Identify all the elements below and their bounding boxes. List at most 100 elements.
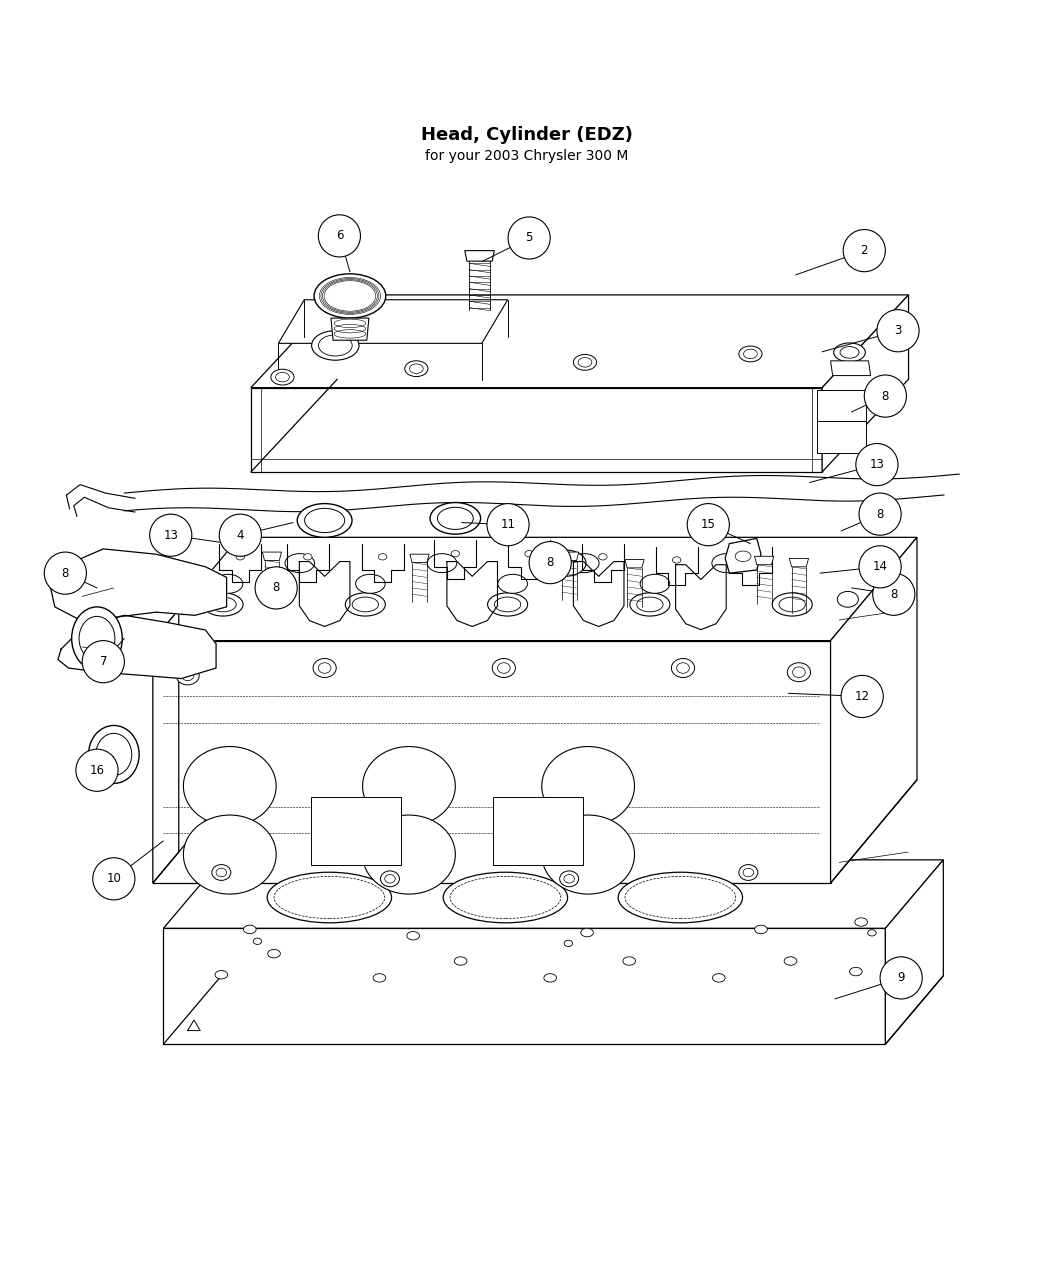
Polygon shape	[262, 552, 281, 561]
Ellipse shape	[72, 607, 122, 670]
Ellipse shape	[743, 868, 754, 877]
Polygon shape	[163, 859, 943, 928]
Text: 3: 3	[895, 324, 901, 337]
Ellipse shape	[407, 931, 419, 940]
Ellipse shape	[569, 554, 599, 572]
Ellipse shape	[623, 956, 636, 965]
Ellipse shape	[203, 593, 243, 616]
Ellipse shape	[430, 503, 481, 534]
Ellipse shape	[176, 665, 199, 684]
Text: Head, Cylinder (EDZ): Head, Cylinder (EDZ)	[421, 125, 633, 144]
Ellipse shape	[744, 349, 757, 359]
Text: 8: 8	[62, 567, 69, 580]
Polygon shape	[278, 300, 508, 344]
Ellipse shape	[305, 508, 345, 533]
Ellipse shape	[618, 872, 742, 923]
Polygon shape	[251, 388, 822, 472]
Ellipse shape	[271, 369, 294, 384]
Circle shape	[93, 858, 135, 900]
Ellipse shape	[410, 364, 424, 373]
Ellipse shape	[253, 939, 261, 945]
Text: 7: 7	[99, 655, 108, 668]
Circle shape	[150, 515, 192, 557]
Ellipse shape	[318, 335, 352, 356]
Ellipse shape	[276, 373, 289, 382]
Ellipse shape	[711, 554, 741, 572]
Ellipse shape	[385, 875, 395, 882]
Ellipse shape	[637, 598, 663, 612]
Ellipse shape	[454, 956, 467, 965]
Polygon shape	[163, 928, 885, 1045]
Circle shape	[487, 503, 529, 545]
Text: 8: 8	[882, 389, 889, 402]
Ellipse shape	[773, 593, 813, 616]
Ellipse shape	[210, 598, 236, 612]
Polygon shape	[725, 539, 761, 573]
Polygon shape	[831, 361, 871, 375]
Ellipse shape	[274, 876, 385, 918]
Circle shape	[76, 750, 118, 792]
Polygon shape	[465, 250, 494, 262]
Ellipse shape	[285, 554, 314, 572]
Text: 12: 12	[855, 690, 870, 702]
Circle shape	[880, 956, 922, 999]
Text: for your 2003 Chrysler 300 M: for your 2003 Chrysler 300 M	[426, 148, 628, 162]
Polygon shape	[153, 641, 831, 882]
Circle shape	[873, 573, 915, 616]
Text: 8: 8	[891, 587, 897, 600]
Polygon shape	[153, 609, 179, 882]
Ellipse shape	[427, 554, 456, 572]
Circle shape	[687, 503, 729, 545]
Ellipse shape	[581, 928, 593, 937]
Ellipse shape	[183, 815, 276, 894]
Polygon shape	[410, 554, 429, 563]
Ellipse shape	[544, 550, 586, 576]
Ellipse shape	[437, 507, 473, 530]
Circle shape	[841, 676, 883, 718]
Ellipse shape	[640, 575, 669, 594]
Ellipse shape	[837, 591, 858, 607]
Text: 6: 6	[335, 230, 344, 243]
Ellipse shape	[542, 815, 635, 894]
Circle shape	[859, 545, 901, 587]
Ellipse shape	[677, 663, 689, 673]
Ellipse shape	[850, 968, 862, 976]
Ellipse shape	[564, 940, 572, 946]
Text: 9: 9	[897, 972, 905, 985]
Ellipse shape	[318, 663, 331, 673]
Circle shape	[864, 375, 906, 418]
Text: 11: 11	[501, 518, 515, 531]
Ellipse shape	[736, 550, 750, 562]
Text: 13: 13	[870, 458, 884, 471]
Ellipse shape	[492, 659, 515, 678]
Ellipse shape	[855, 918, 867, 926]
Polygon shape	[251, 295, 909, 388]
Circle shape	[44, 552, 86, 594]
Ellipse shape	[494, 598, 521, 612]
Ellipse shape	[867, 930, 876, 936]
Circle shape	[219, 515, 261, 557]
Ellipse shape	[444, 872, 568, 923]
Ellipse shape	[630, 593, 670, 616]
Ellipse shape	[739, 346, 762, 361]
Ellipse shape	[625, 876, 736, 918]
Circle shape	[856, 443, 898, 485]
Ellipse shape	[183, 747, 276, 826]
Polygon shape	[755, 557, 774, 564]
Ellipse shape	[243, 926, 256, 933]
Ellipse shape	[793, 667, 805, 678]
Ellipse shape	[378, 554, 387, 561]
Ellipse shape	[352, 598, 378, 612]
Text: 16: 16	[90, 764, 104, 776]
Ellipse shape	[268, 872, 392, 923]
Polygon shape	[817, 389, 866, 421]
Text: 8: 8	[547, 555, 553, 570]
Ellipse shape	[213, 575, 242, 594]
Ellipse shape	[779, 598, 805, 612]
Ellipse shape	[96, 733, 132, 775]
Circle shape	[508, 217, 550, 259]
Polygon shape	[625, 559, 644, 568]
Circle shape	[255, 567, 297, 609]
Ellipse shape	[363, 747, 455, 826]
Ellipse shape	[380, 871, 399, 886]
